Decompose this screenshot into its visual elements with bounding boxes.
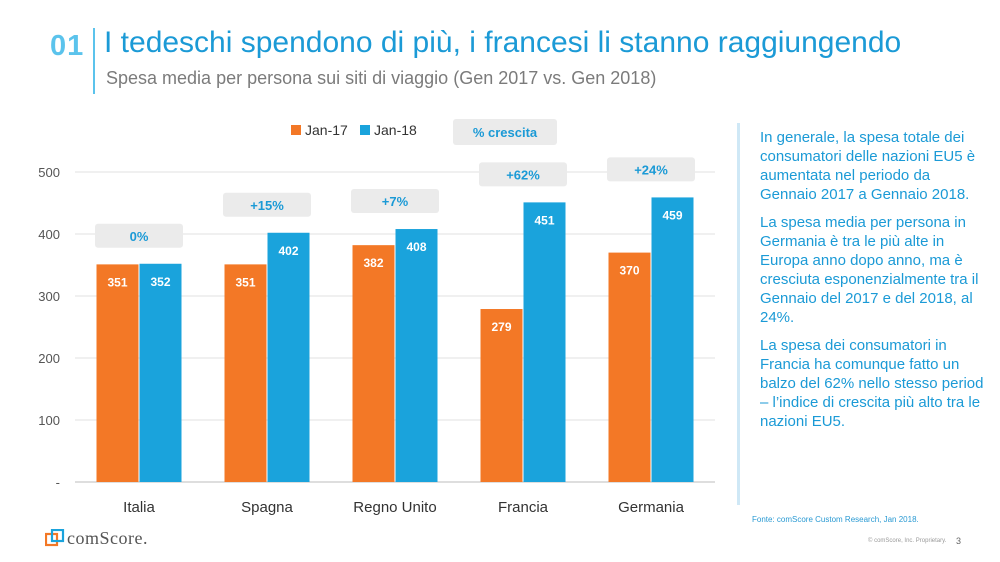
page-number: 3 (956, 536, 962, 546)
source-note: Fonte: comScore Custom Research, Jan 201… (752, 515, 919, 524)
chart-legend: Jan-17 Jan-18 % crescita (291, 119, 557, 145)
growth-label: +7% (382, 194, 409, 209)
bar-jan17 (480, 309, 523, 482)
bar-jan18 (267, 232, 310, 482)
commentary-paragraph: In generale, la spesa totale dei consuma… (760, 129, 976, 203)
comscore-logo-icon (44, 528, 65, 552)
bar-chart: - 100 200 300 400 500 Italia Spagna Regno Unito F… (0, 110, 735, 530)
bar-jan18 (651, 197, 694, 483)
y-tick-label: 100 (38, 413, 60, 428)
side-divider (737, 123, 740, 505)
bar-layer (96, 197, 694, 483)
label-layer: 351 352 351 402 382 408 279 451 370 459 (107, 208, 682, 334)
y-tick-label: - (56, 475, 60, 490)
bar-jan18 (523, 202, 566, 482)
value-label-jan17: 279 (491, 320, 511, 334)
legend-swatch-jan18 (360, 125, 370, 135)
y-tick-label: 400 (38, 227, 60, 242)
value-label-jan17: 351 (107, 275, 127, 289)
bar-jan17 (224, 264, 267, 482)
y-tick-label: 200 (38, 351, 60, 366)
slide-number: 01 (50, 30, 85, 62)
chart-svg: - 100 200 300 400 500 Italia Spagna Regno Unito F… (38, 119, 715, 516)
bar-jan17 (96, 264, 139, 482)
growth-badge (479, 162, 567, 187)
value-label-jan18: 451 (534, 213, 554, 227)
commentary-paragraph: La spesa dei consumatori in Francia ha c… (760, 337, 984, 430)
value-label-jan17: 351 (235, 275, 255, 289)
copyright-note: © comScore, Inc. Proprietary. (868, 538, 947, 544)
legend-growth-box (453, 119, 557, 145)
x-tick-label: Francia (498, 499, 549, 516)
side-commentary: In generale, la spesa totale dei consuma… (760, 128, 985, 440)
legend-label-jan18: Jan-18 (374, 122, 417, 138)
growth-label: +24% (634, 162, 668, 177)
commentary-paragraph: La spesa media per persona in Germania è… (760, 214, 979, 326)
logo-text: comScore. (67, 528, 148, 548)
growth-label: +62% (506, 167, 540, 182)
value-label-jan18: 402 (278, 244, 298, 258)
bar-jan17 (608, 252, 651, 482)
value-label-jan18: 459 (662, 208, 682, 222)
growth-badge (351, 189, 439, 214)
growth-label: +15% (250, 198, 284, 213)
page-title: I tedeschi spendono di più, i francesi l… (104, 26, 902, 59)
x-tick-label: Germania (618, 499, 685, 516)
bar-jan17 (352, 245, 395, 482)
y-tick-label: 500 (38, 165, 60, 180)
value-label-jan18: 408 (406, 240, 426, 254)
bar-jan18 (139, 263, 182, 482)
value-label-jan17: 382 (363, 256, 383, 270)
growth-label: 0% (130, 229, 149, 244)
x-tick-label: Regno Unito (353, 499, 436, 516)
title-divider (93, 28, 95, 94)
legend-swatch-jan17 (291, 125, 301, 135)
x-tick-label: Spagna (241, 499, 293, 516)
bar-jan18 (395, 229, 438, 482)
y-tick-label: 300 (38, 289, 60, 304)
value-label-jan17: 370 (619, 264, 639, 278)
growth-badge (223, 192, 311, 217)
growth-badge (95, 223, 183, 248)
value-label-jan18: 352 (150, 275, 170, 289)
page-subtitle: Spesa media per persona sui siti di viag… (106, 68, 657, 88)
axis-layer: - 100 200 300 400 500 Italia Spagna Regno Unito F… (38, 165, 684, 516)
growth-badge (607, 157, 695, 182)
legend-growth-label: % crescita (473, 125, 538, 140)
legend-label-jan17: Jan-17 (305, 122, 348, 138)
growth-layer: 0% +15% +7% +62% +24% (95, 157, 695, 248)
x-tick-label: Italia (123, 499, 155, 516)
